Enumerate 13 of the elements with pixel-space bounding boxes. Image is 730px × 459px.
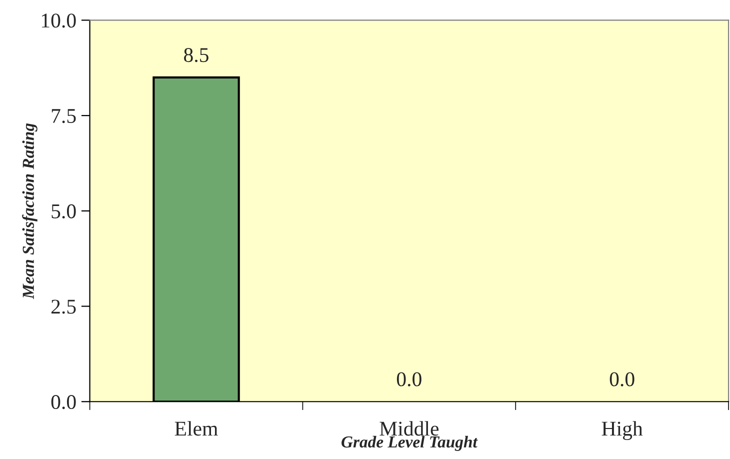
data-label: 0.0 — [610, 372, 634, 386]
data-label: 8.5 — [184, 48, 208, 62]
x-tick-label: High — [602, 421, 643, 440]
y-tick-label: 10.0 — [42, 14, 76, 28]
x-tick-label: Middle — [380, 421, 439, 436]
y-axis-title: Mean Satisfaction Rating — [22, 123, 38, 300]
y-tick-label: 7.5 — [52, 109, 76, 124]
y-tick-label: 5.0 — [52, 204, 76, 218]
y-tick-label: 2.5 — [51, 300, 76, 314]
data-label: 0.0 — [396, 372, 422, 386]
x-tick-label: Elem — [174, 421, 218, 436]
x-axis-title: Grade Level Taught — [342, 436, 478, 451]
y-tick-label: 0.0 — [51, 395, 76, 410]
